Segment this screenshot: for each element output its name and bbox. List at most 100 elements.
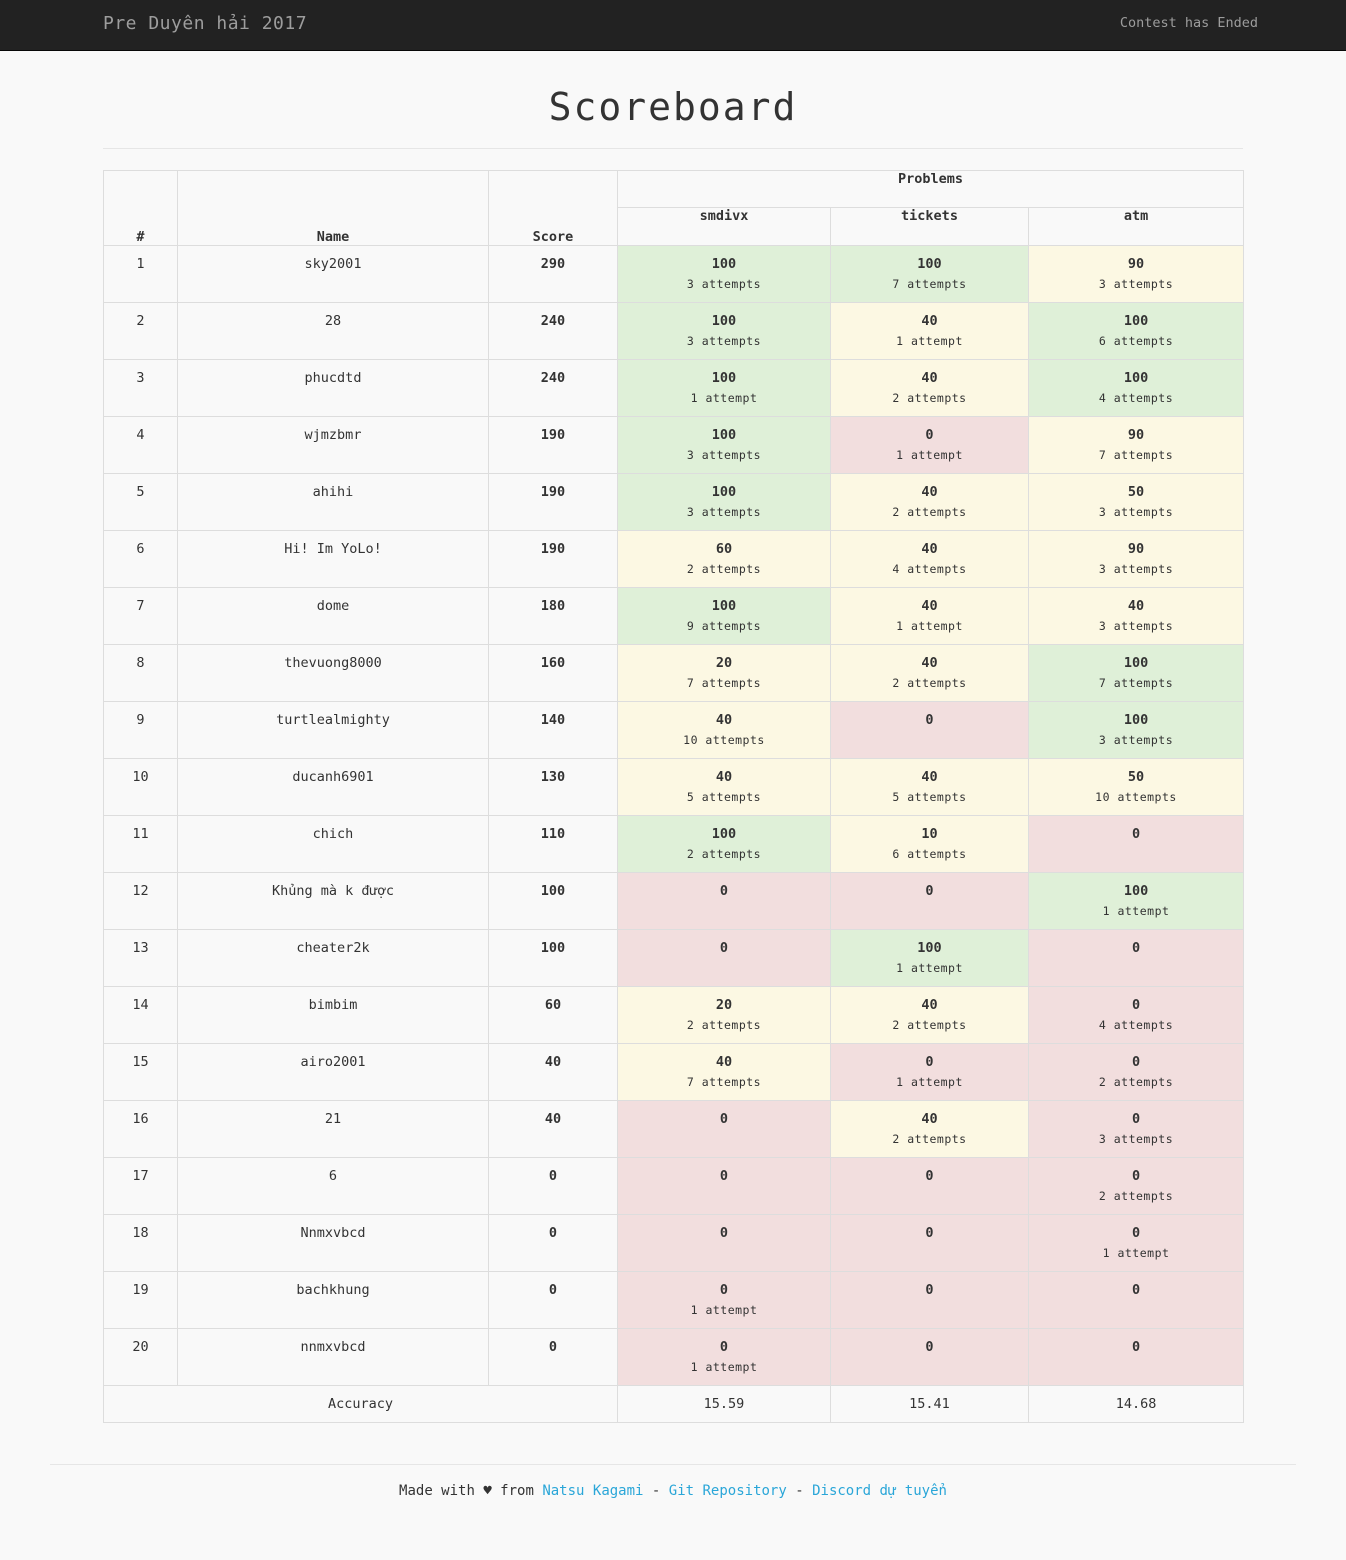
problem-cell-atm: 90 3 attempts [1027, 245, 1245, 303]
footer-prefix: Made with ♥ from [399, 1483, 543, 1499]
problem-score: 40 [715, 712, 733, 728]
attempts-count: 2 attempts [892, 1132, 967, 1146]
problem-cell-atm: 50 3 attempts [1027, 473, 1245, 531]
problem-score: 0 [719, 1282, 729, 1298]
problem-cell-smdivx: 0 [617, 1214, 831, 1272]
problem-score: 0 [925, 1339, 934, 1355]
contestant-name: phucdtd [177, 359, 489, 417]
problem-cell-atm: 0 1 attempt [1027, 1214, 1245, 1272]
discord-link[interactable]: Discord dự tuyển [812, 1483, 947, 1499]
rank-cell: 13 [103, 929, 178, 987]
attempts-count: 2 attempts [1098, 1075, 1174, 1089]
rank-cell: 20 [103, 1328, 178, 1386]
problem-score: 100 [711, 826, 737, 842]
rank-cell: 14 [103, 986, 178, 1044]
problem-cell-smdivx: 20 7 attempts [617, 644, 831, 702]
contestant-name: ahihi [177, 473, 489, 531]
problem-cell-tickets: 40 2 attempts [830, 986, 1029, 1044]
problem-cell-atm: 40 3 attempts [1027, 587, 1245, 645]
attempts-count: 4 attempts [1098, 1018, 1174, 1032]
problem-score: 0 [719, 1168, 729, 1184]
problem-cell-smdivx: 100 3 attempts [617, 302, 831, 360]
table-row: 5 ahihi 190 100 3 attempts 40 2 attempts 50 3 at… [103, 473, 1245, 531]
attempts-count: 2 attempts [686, 562, 762, 576]
attempts-count: 1 attempt [690, 391, 758, 405]
page-header: Scoreboard [103, 51, 1243, 149]
attempts-count: 5 attempts [892, 790, 967, 804]
table-row: 2 28 240 100 3 attempts 40 1 attempt 100 6 attem… [103, 302, 1245, 360]
total-score: 190 [488, 530, 618, 588]
table-row: 18 Nnmxvbcd 0 0 0 0 1 attempt [103, 1214, 1245, 1272]
header-score: Score [488, 170, 618, 246]
problem-score: 0 [1131, 997, 1141, 1013]
problem-cell-tickets: 0 [830, 1271, 1029, 1329]
problem-score: 0 [925, 1054, 934, 1070]
problem-cell-atm: 0 3 attempts [1027, 1100, 1245, 1158]
problem-cell-smdivx: 0 [617, 872, 831, 930]
table-row: 8 thevuong8000 160 20 7 attempts 40 2 attempts… [103, 644, 1245, 702]
problem-cell-atm: 50 10 attempts [1027, 758, 1245, 816]
total-score: 60 [488, 986, 618, 1044]
attempts-count: 1 attempt [896, 1075, 963, 1089]
git-repository-link[interactable]: Git Repository [668, 1483, 787, 1499]
problem-score: 100 [711, 370, 737, 386]
problem-cell-atm: 0 4 attempts [1027, 986, 1245, 1044]
total-score: 190 [488, 416, 618, 474]
attempts-count: 7 attempts [892, 277, 967, 291]
accuracy-label: Accuracy [103, 1385, 618, 1423]
contestant-name: chich [177, 815, 489, 873]
table-row: 17 6 0 0 0 0 2 attempts [103, 1157, 1245, 1215]
problem-cell-atm: 0 2 attempts [1027, 1043, 1245, 1101]
contestant-name: 28 [177, 302, 489, 360]
attempts-count: 1 attempt [1102, 904, 1170, 918]
problem-score: 100 [711, 484, 737, 500]
problem-cell-atm: 0 [1027, 815, 1245, 873]
problem-cell-smdivx: 0 [617, 1157, 831, 1215]
problem-cell-tickets: 40 2 attempts [830, 1100, 1029, 1158]
problem-cell-atm: 0 2 attempts [1027, 1157, 1245, 1215]
attempts-count: 3 attempts [1098, 505, 1174, 519]
problem-score: 90 [1127, 427, 1145, 443]
attempts-count: 2 attempts [892, 505, 967, 519]
attempts-count: 2 attempts [892, 676, 967, 690]
table-row: 16 21 40 0 40 2 attempts 0 3 attempts [103, 1100, 1245, 1158]
contestant-name: cheater2k [177, 929, 489, 987]
attempts-count: 4 attempts [1098, 391, 1174, 405]
problem-cell-tickets: 40 2 attempts [830, 473, 1029, 531]
problem-score: 0 [719, 883, 729, 899]
contestant-name: turtlealmighty [177, 701, 489, 759]
rank-cell: 3 [103, 359, 178, 417]
attempts-count: 10 attempts [683, 733, 765, 747]
problem-cell-smdivx: 100 2 attempts [617, 815, 831, 873]
header-problem-smdivx[interactable]: smdivx [617, 207, 831, 246]
table-row: 3 phucdtd 240 100 1 attempt 40 2 attempts 100 4 … [103, 359, 1245, 417]
accuracy-tickets: 15.41 [830, 1385, 1029, 1423]
rank-cell: 17 [103, 1157, 178, 1215]
attempts-count: 1 attempt [690, 1303, 758, 1317]
author-link[interactable]: Natsu Kagami [542, 1483, 644, 1499]
attempts-count: 3 attempts [1098, 562, 1174, 576]
problem-cell-atm: 90 7 attempts [1027, 416, 1245, 474]
attempts-count: 3 attempts [1098, 1132, 1174, 1146]
contestant-name: airo2001 [177, 1043, 489, 1101]
attempts-count: 4 attempts [892, 562, 967, 576]
attempts-count: 3 attempts [686, 334, 762, 348]
header-problem-tickets[interactable]: tickets [830, 207, 1029, 246]
problem-cell-smdivx: 0 1 attempt [617, 1328, 831, 1386]
problem-score: 0 [1131, 940, 1141, 956]
problem-cell-tickets: 100 1 attempt [830, 929, 1029, 987]
rank-cell: 15 [103, 1043, 178, 1101]
attempts-count: 7 attempts [1098, 448, 1174, 462]
header-problem-atm[interactable]: atm [1027, 207, 1245, 246]
problem-score: 40 [921, 541, 938, 557]
navbar: Pre Duyên hải 2017 Contest has Ended [0, 0, 1346, 51]
total-score: 0 [488, 1328, 618, 1386]
problem-score: 100 [711, 256, 737, 272]
contestant-name: wjmzbmr [177, 416, 489, 474]
problem-score: 50 [1127, 769, 1145, 785]
brand-link[interactable]: Pre Duyên hải 2017 [103, 13, 308, 34]
table-row: 13 cheater2k 100 0 100 1 attempt 0 [103, 929, 1245, 987]
problem-cell-tickets: 0 [830, 701, 1029, 759]
problem-score: 0 [1131, 1339, 1141, 1355]
attempts-count: 7 attempts [686, 1075, 762, 1089]
